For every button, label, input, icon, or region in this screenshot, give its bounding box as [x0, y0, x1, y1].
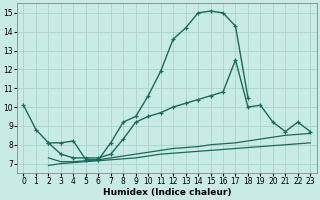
X-axis label: Humidex (Indice chaleur): Humidex (Indice chaleur)	[103, 188, 231, 197]
